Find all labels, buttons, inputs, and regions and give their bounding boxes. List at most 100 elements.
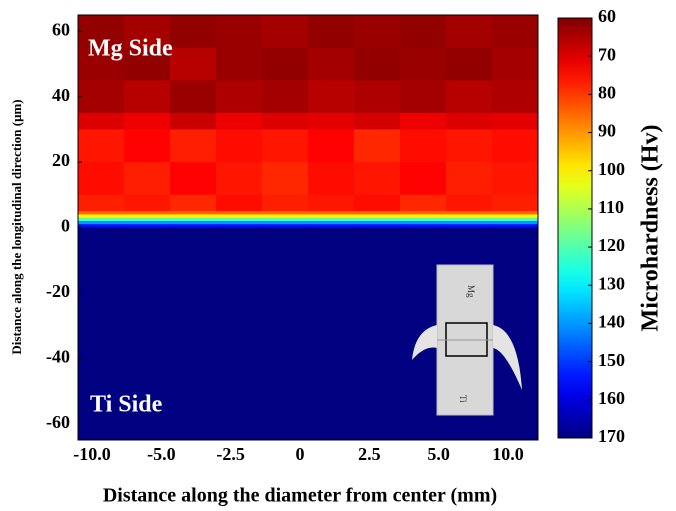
heat-cell (308, 129, 355, 162)
heat-cell (308, 224, 355, 228)
heat-cell (400, 195, 447, 212)
colorbar (558, 18, 592, 438)
heat-cell (216, 162, 263, 195)
heat-cell (170, 129, 217, 162)
heat-cell (492, 218, 539, 222)
heat-cell (124, 129, 171, 162)
heat-cell (170, 228, 217, 441)
heat-cell (446, 214, 493, 218)
heat-cell (308, 228, 355, 441)
x-axis-label: Distance along the diameter from center … (103, 485, 497, 507)
heat-cell (78, 224, 125, 228)
heat-cell (262, 218, 309, 222)
heat-cell (170, 211, 217, 215)
heat-cell (354, 224, 401, 228)
heat-cell (354, 113, 401, 130)
heat-cell (354, 214, 401, 218)
heat-cell (262, 162, 309, 195)
heat-cell (354, 195, 401, 212)
heat-cell (124, 218, 171, 222)
heat-cell (216, 113, 263, 130)
heat-cell (400, 221, 447, 225)
heat-cell (262, 221, 309, 225)
inset-label: Mg (466, 285, 476, 298)
heat-cell (400, 129, 447, 162)
heat-cell (170, 48, 217, 81)
heat-cell (78, 211, 125, 215)
heat-cell (400, 15, 447, 48)
heat-cell (170, 195, 217, 212)
chart: Mg Ti Mg Side Ti Side Distance along the… (0, 0, 676, 511)
heat-cell (78, 80, 125, 113)
colorbar-tick-label: 120 (598, 235, 625, 255)
heat-cell (308, 113, 355, 130)
colorbar-tick-label: 100 (598, 159, 625, 179)
heat-cell (262, 113, 309, 130)
colorbar-tick-label: 60 (598, 6, 616, 26)
heat-cell (308, 211, 355, 215)
heat-cell (124, 221, 171, 225)
heat-cell (308, 221, 355, 225)
heat-cell (354, 228, 401, 441)
heat-cell (216, 224, 263, 228)
heat-cell (400, 218, 447, 222)
heat-cell (78, 195, 125, 212)
heat-cell (400, 48, 447, 81)
y-tick-label: 20 (52, 150, 70, 170)
heat-cell (170, 214, 217, 218)
heat-cell (354, 48, 401, 81)
colorbar-tick-label: 110 (598, 197, 624, 217)
colorbar-tick-label: 150 (598, 350, 625, 370)
heat-cell (170, 113, 217, 130)
heat-cell (262, 195, 309, 212)
heat-cell (492, 162, 539, 195)
heat-cell (216, 218, 263, 222)
heat-cell (78, 113, 125, 130)
colorbar-tick-label: 90 (598, 121, 616, 141)
heat-cell (308, 162, 355, 195)
x-tick-label: 5.0 (427, 444, 450, 464)
heat-cell (262, 48, 309, 81)
heat-cell (124, 80, 171, 113)
heat-cell (262, 228, 309, 441)
heat-cell (400, 214, 447, 218)
heat-cell (216, 228, 263, 441)
x-tick-label: 10.0 (492, 444, 524, 464)
colorbar-label: Microhardness (Hv) (638, 125, 664, 332)
x-tick-label: -5.0 (147, 444, 176, 464)
colorbar-tick-label: 130 (598, 273, 625, 293)
heat-cell (78, 129, 125, 162)
heat-cell (170, 224, 217, 228)
heat-cell (216, 195, 263, 212)
colorbar-tick-label: 170 (598, 426, 625, 446)
heat-cell (262, 224, 309, 228)
heat-cell (400, 224, 447, 228)
heat-cell (492, 224, 539, 228)
x-tick-label: -2.5 (216, 444, 245, 464)
heat-cell (262, 15, 309, 48)
heat-cell (216, 15, 263, 48)
heat-cell (170, 162, 217, 195)
heat-cell (124, 195, 171, 212)
heat-cell (308, 214, 355, 218)
heat-cell (216, 211, 263, 215)
y-tick-label: -40 (46, 346, 70, 366)
colorbar-tick-label: 160 (598, 388, 625, 408)
heat-cell (170, 15, 217, 48)
heat-cell (492, 15, 539, 48)
heat-cell (78, 162, 125, 195)
colorbar-tick-label: 70 (598, 44, 616, 64)
heat-cell (446, 221, 493, 225)
heat-cell (492, 195, 539, 212)
inset-label: Ti (458, 395, 468, 403)
heat-cell (492, 80, 539, 113)
heat-cell (354, 162, 401, 195)
annotation: Ti Side (90, 392, 163, 418)
heat-cell (400, 211, 447, 215)
x-tick-label: 0 (296, 444, 305, 464)
heat-cell (492, 48, 539, 81)
heat-cell (262, 214, 309, 218)
heat-cell (170, 221, 217, 225)
y-tick-label: -60 (46, 412, 70, 432)
heat-cell (446, 113, 493, 130)
